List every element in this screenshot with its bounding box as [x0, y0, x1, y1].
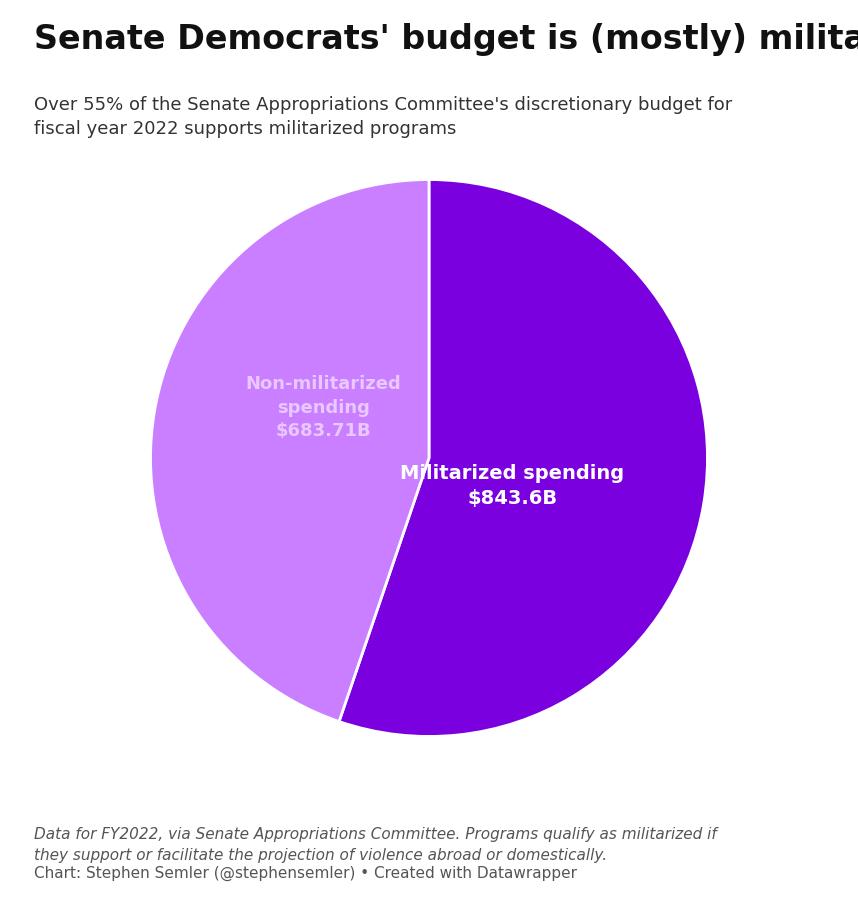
Text: Chart: Stephen Semler (@stephensemler) • Created with Datawrapper: Chart: Stephen Semler (@stephensemler) •… — [34, 866, 577, 881]
Text: Over 55% of the Senate Appropriations Committee's discretionary budget for
fisca: Over 55% of the Senate Appropriations Co… — [34, 96, 733, 138]
Text: Senate Democrats' budget is (mostly) militarized: Senate Democrats' budget is (mostly) mil… — [34, 23, 858, 56]
Text: Militarized spending
$843.6B: Militarized spending $843.6B — [401, 463, 625, 507]
Text: Data for FY2022, via Senate Appropriations Committee. Programs qualify as milita: Data for FY2022, via Senate Appropriatio… — [34, 827, 717, 863]
Wedge shape — [150, 180, 429, 722]
Wedge shape — [339, 180, 708, 736]
Text: Non-militarized
spending
$683.71B: Non-militarized spending $683.71B — [245, 376, 401, 441]
